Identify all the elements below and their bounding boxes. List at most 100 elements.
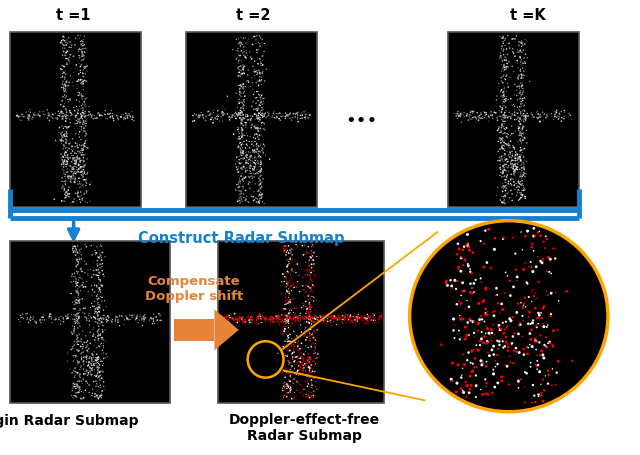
Point bbox=[251, 194, 261, 202]
Point bbox=[72, 192, 83, 200]
Point bbox=[509, 329, 520, 337]
Point bbox=[22, 314, 33, 322]
Point bbox=[61, 194, 71, 201]
Point bbox=[305, 326, 316, 333]
Point bbox=[515, 118, 525, 125]
Point bbox=[99, 360, 109, 367]
Point bbox=[69, 374, 79, 381]
Point bbox=[281, 318, 291, 326]
Point bbox=[236, 172, 246, 180]
Point bbox=[499, 330, 509, 337]
Point bbox=[502, 156, 512, 163]
Point bbox=[298, 300, 308, 307]
Point bbox=[97, 388, 107, 395]
Point bbox=[79, 142, 89, 149]
Point bbox=[60, 41, 70, 49]
Point bbox=[64, 194, 74, 202]
Point bbox=[72, 280, 82, 288]
Point bbox=[304, 328, 314, 335]
Point bbox=[531, 337, 541, 344]
Point bbox=[74, 300, 84, 307]
Point bbox=[260, 314, 270, 322]
Point bbox=[288, 380, 298, 387]
Point bbox=[245, 83, 255, 90]
Point bbox=[257, 101, 268, 108]
Point bbox=[513, 197, 524, 204]
Point bbox=[217, 317, 227, 324]
Point bbox=[257, 166, 267, 173]
Point bbox=[224, 312, 234, 319]
Point bbox=[285, 300, 295, 307]
Point bbox=[520, 117, 531, 124]
Point bbox=[299, 352, 309, 359]
Point bbox=[256, 60, 266, 67]
Point bbox=[527, 319, 538, 327]
Point bbox=[304, 374, 314, 381]
Point bbox=[509, 155, 520, 162]
Point bbox=[534, 312, 545, 319]
Point bbox=[68, 164, 78, 172]
Point bbox=[79, 188, 90, 196]
Point bbox=[90, 390, 100, 397]
Point bbox=[21, 109, 31, 116]
Point bbox=[516, 228, 526, 236]
Point bbox=[509, 106, 520, 114]
Point bbox=[57, 97, 67, 105]
Point bbox=[67, 156, 77, 163]
Point bbox=[490, 292, 500, 299]
Point bbox=[358, 314, 369, 322]
Point bbox=[99, 349, 109, 357]
Point bbox=[78, 123, 88, 130]
Point bbox=[515, 127, 525, 135]
Point bbox=[282, 385, 292, 392]
Point bbox=[72, 296, 83, 303]
Point bbox=[227, 111, 237, 119]
Point bbox=[90, 112, 100, 119]
Point bbox=[515, 178, 525, 185]
Text: Construct Radar Submap: Construct Radar Submap bbox=[138, 231, 344, 246]
Point bbox=[515, 321, 525, 329]
Point bbox=[280, 247, 290, 254]
Point bbox=[24, 319, 34, 326]
Point bbox=[156, 312, 166, 319]
Point bbox=[303, 372, 314, 379]
Point bbox=[360, 315, 371, 323]
Point bbox=[284, 325, 294, 332]
Point bbox=[255, 42, 265, 50]
Point bbox=[484, 114, 494, 121]
Point bbox=[515, 162, 525, 169]
Point bbox=[305, 253, 315, 260]
Point bbox=[237, 100, 248, 107]
Point bbox=[95, 372, 105, 379]
Point bbox=[74, 91, 84, 99]
Point bbox=[61, 78, 72, 85]
Point bbox=[285, 378, 295, 385]
Bar bbox=[10, 32, 141, 207]
Point bbox=[520, 294, 530, 301]
Point bbox=[127, 312, 138, 319]
Point bbox=[252, 146, 262, 153]
Point bbox=[511, 112, 521, 119]
Point bbox=[69, 247, 79, 254]
Point bbox=[236, 71, 246, 78]
Point bbox=[323, 315, 333, 322]
Point bbox=[518, 136, 528, 144]
Point bbox=[237, 118, 247, 125]
Point bbox=[74, 54, 84, 61]
Point bbox=[337, 319, 348, 327]
Point bbox=[92, 114, 102, 121]
Point bbox=[70, 143, 80, 150]
Point bbox=[298, 282, 308, 289]
Bar bbox=[10, 241, 170, 403]
Point bbox=[303, 310, 314, 318]
Point bbox=[452, 110, 463, 117]
Point bbox=[522, 280, 532, 287]
Point bbox=[500, 192, 511, 199]
Point bbox=[213, 113, 223, 120]
Point bbox=[479, 263, 489, 271]
Point bbox=[480, 376, 490, 383]
Point bbox=[284, 249, 294, 256]
Point bbox=[497, 92, 508, 100]
Point bbox=[239, 93, 250, 100]
Point bbox=[68, 367, 79, 374]
